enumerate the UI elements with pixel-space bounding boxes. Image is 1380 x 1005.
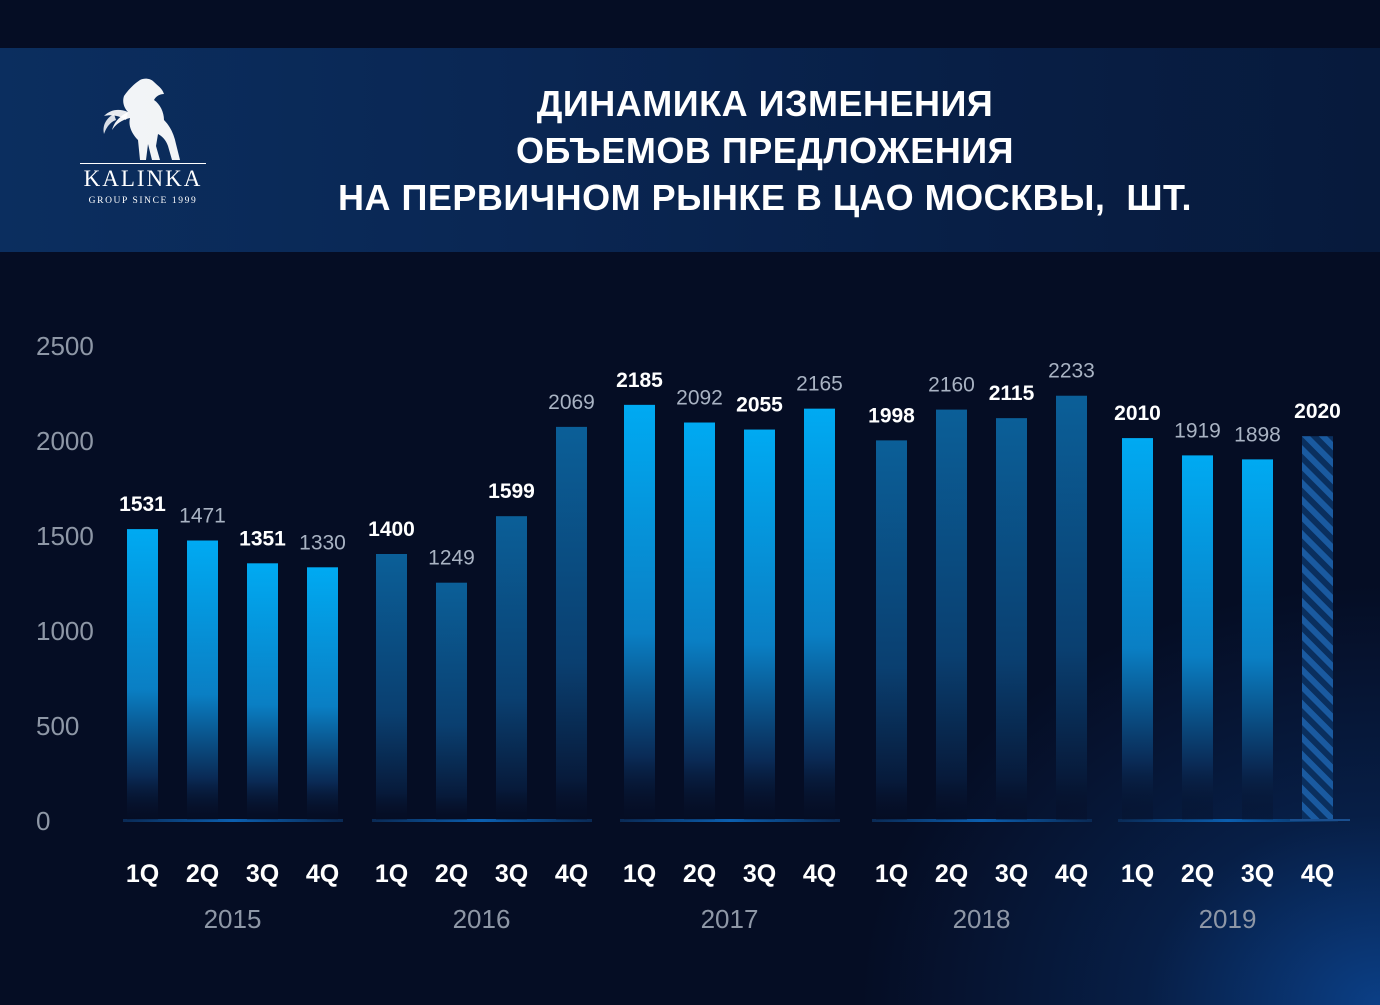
x-tick-label: 2Q	[683, 860, 716, 888]
bar-2018-4q	[1056, 395, 1087, 820]
data-label: 1898	[1234, 423, 1281, 446]
data-label: 1249	[428, 547, 475, 570]
data-label: 2115	[989, 382, 1035, 405]
data-label: 2165	[796, 373, 843, 396]
bar-2018-3q	[996, 418, 1027, 820]
data-label: 1351	[239, 527, 286, 550]
bar-2019-1q	[1122, 438, 1153, 820]
title-line-1: ДИНАМИКА ИЗМЕНЕНИЯ	[536, 83, 994, 124]
title-line-2: ОБЪЕМОВ ПРЕДЛОЖЕНИЯ	[516, 130, 1014, 171]
x-tick-label: 1Q	[1121, 860, 1154, 888]
title-line-3: НА ПЕРВИЧНОМ РЫНКЕ В ЦАО МОСКВЫ, ШТ.	[338, 177, 1192, 218]
x-tick-label: 4Q	[306, 860, 339, 888]
year-label: 2019	[1199, 904, 1257, 934]
data-label: 2020	[1294, 400, 1341, 423]
value-labels-layer: 1531 1471 1351 1330 1400 1249 1599 2069 2185 2092…	[119, 360, 1341, 570]
y-tick-label: 0	[36, 806, 50, 836]
bar-2017-3q	[744, 429, 775, 820]
data-label: 2010	[1114, 402, 1161, 425]
group-baseline	[872, 819, 1092, 822]
year-label: 2018	[953, 904, 1011, 934]
bar-2016-3q	[496, 516, 527, 820]
data-label: 2185	[616, 369, 663, 392]
x-tick-label: 1Q	[623, 860, 656, 888]
group-baseline	[123, 819, 343, 822]
x-tick-label: 4Q	[1055, 860, 1088, 888]
page-title: ДИНАМИКА ИЗМЕНЕНИЯ ОБЪЕМОВ ПРЕДЛОЖЕНИЯ Н…	[270, 80, 1260, 221]
year-label: 2017	[701, 904, 759, 934]
bar-2015-4q	[307, 567, 338, 820]
data-label: 1531	[119, 493, 166, 516]
x-axis: 1Q 2Q 3Q 4Q 2015 1Q 2Q 3Q 4Q 2016 1Q 2Q 3Q 4Q 2017 1Q 2Q…	[126, 860, 1334, 934]
y-tick-label: 2500	[36, 331, 94, 361]
data-label: 2055	[736, 394, 783, 417]
y-tick-label: 1000	[36, 616, 94, 646]
x-tick-label: 3Q	[995, 860, 1028, 888]
data-label: 1400	[368, 518, 415, 541]
data-label: 2092	[676, 387, 723, 410]
data-label: 1998	[868, 404, 915, 427]
data-label: 1471	[179, 505, 226, 528]
data-label: 1919	[1174, 419, 1221, 442]
bar-2017-4q	[804, 408, 835, 820]
bar-2016-1q	[376, 554, 407, 820]
bar-2015-3q	[247, 563, 278, 820]
bar-2017-1q	[624, 404, 655, 820]
bar-2016-4q	[556, 426, 587, 820]
bar-2018-1q	[876, 440, 907, 820]
brand-tagline: GROUP SINCE 1999	[88, 196, 198, 206]
bar-2019-4q	[1302, 436, 1333, 820]
kalinka-logo: KALINKA GROUP SINCE 1999	[78, 74, 208, 214]
bar-2017-2q	[684, 422, 715, 820]
x-tick-label: 4Q	[1301, 860, 1334, 888]
x-tick-label: 2Q	[186, 860, 219, 888]
x-tick-label: 3Q	[743, 860, 776, 888]
year-label: 2015	[204, 904, 262, 934]
group-baseline	[1118, 819, 1338, 822]
x-tick-label: 4Q	[803, 860, 836, 888]
y-tick-label: 2000	[36, 426, 94, 456]
year-label: 2016	[453, 904, 511, 934]
data-label: 1599	[488, 480, 535, 503]
bar-2015-1q	[127, 529, 158, 820]
bars-layer	[123, 395, 1350, 822]
x-tick-label: 3Q	[495, 860, 528, 888]
x-tick-label: 2Q	[435, 860, 468, 888]
x-tick-label: 2Q	[935, 860, 968, 888]
x-tick-label: 1Q	[375, 860, 408, 888]
y-axis: 0 500 1000 1500 2000 2500	[36, 331, 94, 836]
horse-emblem-icon	[103, 78, 180, 160]
bar-2015-2q	[187, 540, 218, 820]
group-baseline	[372, 819, 592, 822]
data-label: 2160	[928, 374, 975, 397]
data-label: 2233	[1048, 360, 1095, 383]
bar-2019-3q	[1242, 459, 1273, 820]
header-band	[0, 48, 1380, 252]
bar-2016-2q	[436, 582, 467, 820]
x-tick-label: 2Q	[1181, 860, 1214, 888]
bar-2019-2q	[1182, 455, 1213, 820]
axis-baseline-end	[1290, 819, 1350, 821]
logo-divider	[80, 163, 206, 164]
x-tick-label: 3Q	[1241, 860, 1274, 888]
y-tick-label: 500	[36, 711, 79, 741]
group-baseline	[620, 819, 840, 822]
x-tick-label: 4Q	[555, 860, 588, 888]
data-label: 2069	[548, 391, 595, 414]
x-tick-label: 3Q	[246, 860, 279, 888]
x-tick-label: 1Q	[875, 860, 908, 888]
data-label: 1330	[299, 531, 346, 554]
brand-name: KALINKA	[83, 166, 203, 191]
x-tick-label: 1Q	[126, 860, 159, 888]
bar-2018-2q	[936, 409, 967, 820]
y-tick-label: 1500	[36, 521, 94, 551]
